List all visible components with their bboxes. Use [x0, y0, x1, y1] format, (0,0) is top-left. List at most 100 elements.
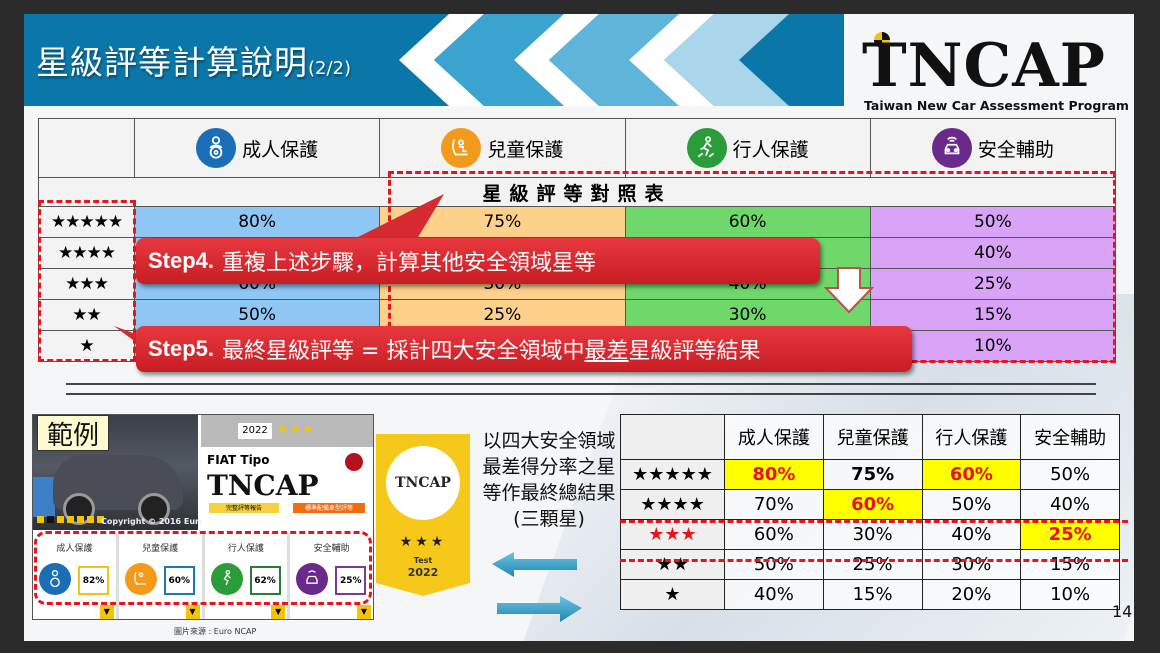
- rating-card: 2022 ★★★ FIAT Tipo TNCAP 完整評等報告 標準配備車型評等: [201, 415, 373, 530]
- image-source: 圖片來源 : Euro NCAP: [174, 627, 257, 636]
- safety-assist-car-icon: [296, 563, 329, 595]
- safety-assist-car-icon: [931, 128, 972, 168]
- dropdown-arrow-icon[interactable]: ▼: [357, 605, 371, 619]
- category-score: 60%: [163, 566, 195, 595]
- divider-line: [66, 393, 1096, 395]
- value-cell: 25%: [869, 268, 1117, 300]
- value-cell: 25%: [379, 299, 626, 331]
- photo-dots: [37, 516, 104, 523]
- star-cell: ★★★★★: [620, 459, 725, 490]
- table-row: ★★ 50% 25% 30% 15%: [620, 549, 1120, 580]
- table-row: ★★ 50% 25% 30% 15%: [38, 299, 1117, 331]
- table-row: ★★★★★ 80% 75% 60% 50%: [620, 459, 1120, 490]
- table-caption: 星級評等對照表: [38, 177, 1116, 207]
- card-model: FIAT Tipo: [207, 453, 270, 467]
- header-child: 兒童保護: [379, 118, 626, 178]
- value-cell: 80%: [133, 206, 381, 238]
- category-score: 25%: [335, 566, 367, 595]
- star-cell: ★★★★: [38, 237, 135, 269]
- card-year: 2022: [238, 423, 272, 439]
- step4-callout: Step4. 重複上述步驟，計算其他安全領域星等: [136, 238, 820, 284]
- badge-logo: TNCAP: [386, 446, 460, 520]
- dropdown-arrow-icon[interactable]: ▼: [185, 605, 200, 619]
- category-name: 成人保護: [56, 544, 93, 554]
- page-title: 星級評等計算說明(2/2): [36, 36, 351, 84]
- dropdown-arrow-icon[interactable]: ▼: [99, 605, 114, 619]
- value-cell: 10%: [1020, 579, 1120, 610]
- column-header: 兒童保護: [822, 414, 923, 460]
- corner-cell: [38, 118, 135, 178]
- callout-pointer-step4: [344, 194, 444, 244]
- table-row: ★ 40% 15% 20% 10%: [620, 579, 1120, 610]
- value-cell: 50%: [921, 489, 1022, 520]
- category-name: 安全輔助: [313, 544, 350, 554]
- wheel-icon: [138, 493, 170, 525]
- bidirectional-arrows-icon: [492, 552, 582, 622]
- table-row: ★★★★ 70% 60% 50% 40%: [620, 489, 1120, 520]
- star-cell: ★: [38, 330, 135, 362]
- logo-subtitle: Taiwan New Car Assessment Program: [864, 98, 1129, 113]
- value-cell: 40%: [1020, 489, 1120, 520]
- adult-driver-icon: [196, 128, 237, 168]
- table-header-row: 成人保護 兒童保護 行人保護 安全輔助: [620, 414, 1120, 460]
- corner-cell: [620, 414, 725, 460]
- badge-test-label: Test: [413, 556, 433, 565]
- table-row: ★★★★★ 80% 75% 60% 50%: [38, 206, 1117, 238]
- slide: 星級評等計算說明(2/2) TNCAP Taiwan New Car Asses…: [24, 14, 1134, 641]
- table-caption-row: 星級評等對照表: [38, 177, 1116, 207]
- header-label: 成人保護: [242, 138, 319, 161]
- card-stars: ★★★: [277, 422, 316, 436]
- header-label: 行人保護: [732, 138, 809, 161]
- category-score: 82%: [78, 566, 109, 595]
- star-cell: ★★★★: [620, 489, 725, 520]
- page-title-text: 星級評等計算說明: [36, 43, 308, 82]
- card-top-bar: [201, 415, 373, 447]
- header-label: 安全輔助: [977, 138, 1054, 161]
- step5-text: 最終星級評等 = 採計四大安全領域中: [222, 339, 585, 364]
- value-cell: 40%: [724, 579, 824, 610]
- logo-wordmark: TNCAP: [862, 31, 1106, 101]
- selected-row-highlight: [620, 520, 1128, 562]
- value-cell: 50%: [869, 206, 1117, 238]
- column-header: 安全輔助: [1020, 414, 1120, 460]
- down-arrow-icon: [824, 267, 874, 314]
- step5-label: Step5.: [148, 336, 215, 361]
- category-name: 兒童保護: [142, 544, 179, 554]
- adult-driver-icon: [39, 563, 71, 595]
- step5-text-emphasis: 最差: [584, 339, 629, 364]
- header-safety-assist: 安全輔助: [869, 118, 1117, 178]
- page-number: 14: [1112, 602, 1133, 621]
- value-cell-highlighted: 80%: [724, 459, 824, 490]
- value-cell: 70%: [724, 489, 824, 520]
- dropdown-arrow-icon[interactable]: ▼: [271, 605, 286, 619]
- badge-year: 2022: [407, 566, 439, 579]
- header-adult: 成人保護: [133, 118, 381, 178]
- crash-barrier: [33, 477, 55, 517]
- value-cell: 20%: [921, 579, 1022, 610]
- star-cell: ★: [620, 579, 725, 610]
- header-pedestrian: 行人保護: [624, 118, 871, 178]
- step4-text: 重複上述步驟，計算其他安全領域星等: [222, 251, 597, 276]
- child-seat-icon: [441, 128, 482, 168]
- header-label: 兒童保護: [487, 138, 564, 161]
- value-cell: 40%: [921, 519, 1022, 550]
- value-cell: 60%: [624, 206, 871, 238]
- tncap-logo: TNCAP Taiwan New Car Assessment Program: [862, 28, 1129, 118]
- stars-column-highlight: [38, 200, 136, 362]
- category-score: 62%: [249, 566, 281, 595]
- value-cell: 15%: [1020, 549, 1120, 580]
- column-header: 行人保護: [921, 414, 1022, 460]
- explanation-text: 以四大安全領域最差得分率之星等作最終總結果(三顆星): [482, 430, 616, 530]
- standard-config-button[interactable]: 標準配備車型評等: [293, 503, 365, 513]
- full-report-button[interactable]: 完整評等報告: [209, 503, 279, 513]
- value-cell: 40%: [869, 237, 1117, 269]
- page-title-suffix: (2/2): [308, 58, 352, 79]
- crash-test-dummy-icon: [874, 32, 890, 48]
- star-cell: ★★★: [620, 519, 725, 550]
- value-cell: 25%: [822, 549, 923, 580]
- value-cell: 75%: [822, 459, 923, 490]
- child-seat-icon: [124, 563, 157, 595]
- category-name: 行人保護: [227, 544, 264, 554]
- step5-callout: Step5. 最終星級評等 = 採計四大安全領域中 最差 星級評等結果: [136, 326, 912, 372]
- chevron-decoration-icon: [389, 14, 869, 106]
